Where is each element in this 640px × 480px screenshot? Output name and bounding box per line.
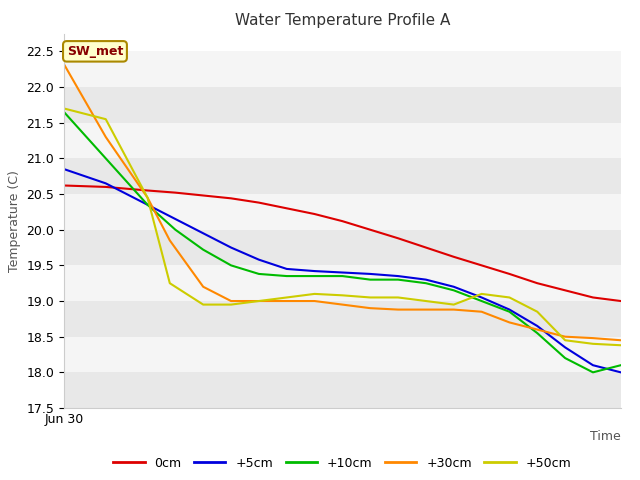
Title: Water Temperature Profile A: Water Temperature Profile A xyxy=(235,13,450,28)
Bar xyxy=(64,51,621,87)
Bar xyxy=(64,230,621,265)
Text: SW_met: SW_met xyxy=(67,45,123,58)
Legend: 0cm, +5cm, +10cm, +30cm, +50cm: 0cm, +5cm, +10cm, +30cm, +50cm xyxy=(108,452,577,475)
Y-axis label: Temperature (C): Temperature (C) xyxy=(8,170,21,272)
Bar xyxy=(64,158,621,194)
Bar xyxy=(64,336,621,372)
Bar xyxy=(64,301,621,336)
Bar xyxy=(64,372,621,408)
Bar xyxy=(64,265,621,301)
Bar xyxy=(64,194,621,230)
Bar xyxy=(64,87,621,123)
Text: Time: Time xyxy=(590,431,621,444)
Bar xyxy=(64,123,621,158)
